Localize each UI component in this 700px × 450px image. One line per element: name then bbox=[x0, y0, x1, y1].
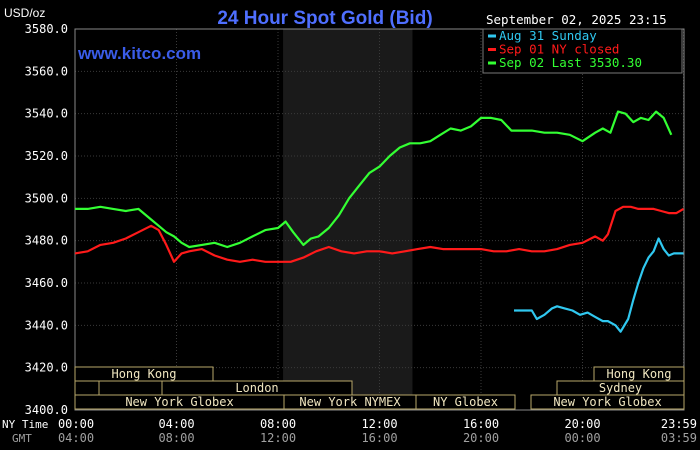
legend-label: Sep 02 Last 3530.30 bbox=[499, 55, 642, 70]
y-tick-label: 3500.0 bbox=[25, 191, 68, 205]
session-ny-globex-2-label: NY Globex bbox=[433, 395, 498, 409]
y-tick-label: 3480.0 bbox=[25, 234, 68, 248]
nymex-shaded-region bbox=[283, 29, 413, 410]
session-ny-nymex-label: New York NYMEX bbox=[299, 395, 401, 409]
legend-label: Aug 31 Sunday bbox=[499, 28, 597, 43]
session-hong-kong-2-label: Hong Kong bbox=[606, 367, 671, 381]
x-tick-label-gmt: 04:00 bbox=[58, 431, 94, 445]
plot-area bbox=[74, 28, 685, 411]
legend-box bbox=[482, 28, 683, 74]
ny-time-label: NY Time bbox=[2, 418, 48, 431]
y-tick-label: 3580.0 bbox=[25, 22, 68, 36]
x-tick-label-ny: 12:00 bbox=[361, 417, 397, 431]
x-tick-label-ny: 00:00 bbox=[58, 417, 94, 431]
series-line-3 bbox=[75, 110, 673, 249]
watermark: www.kitco.com bbox=[77, 44, 201, 63]
y-tick-label: 3440.0 bbox=[25, 318, 68, 332]
x-tick-label-ny: 20:00 bbox=[564, 417, 600, 431]
session-ny-globex-label: New York Globex bbox=[125, 395, 233, 409]
x-tick-label-gmt: 20:00 bbox=[463, 431, 499, 445]
x-tick-label-ny: 04:00 bbox=[158, 417, 194, 431]
x-tick-label-ny: 23:59 bbox=[661, 417, 697, 431]
x-tick-label-ny: 16:00 bbox=[463, 417, 499, 431]
axes: 3580.0 3560.0 3540.0 3520.0 3500.0 3480.0 3460… bbox=[25, 22, 697, 445]
x-tick-label-ny: 08:00 bbox=[260, 417, 296, 431]
plot-frame bbox=[74, 28, 685, 411]
y-tick-label: 3460.0 bbox=[25, 276, 68, 290]
session-ny-globex-2-box bbox=[415, 394, 516, 410]
y-tick-label: 3540.0 bbox=[25, 107, 68, 121]
session-london-label: London bbox=[235, 381, 278, 395]
session-hong-kong-label: Hong Kong bbox=[111, 367, 176, 381]
x-tick-label-gmt: 08:00 bbox=[158, 431, 194, 445]
session-sydney-tail-box bbox=[74, 380, 100, 396]
x-tick-label-gmt: 16:00 bbox=[361, 431, 397, 445]
x-tick-label-gmt: 12:00 bbox=[260, 431, 296, 445]
unit-label: USD/oz bbox=[4, 6, 45, 20]
legend-label: Sep 01 NY closed bbox=[499, 42, 619, 57]
y-tick-label: 3560.0 bbox=[25, 64, 68, 78]
timestamp: September 02, 2025 23:15 bbox=[486, 12, 667, 27]
series-line-1 bbox=[514, 237, 684, 333]
y-tick-label: 3520.0 bbox=[25, 149, 68, 163]
session-sydney-label: Sydney bbox=[599, 381, 642, 395]
session-ny-globex-3-label: New York Globex bbox=[553, 395, 661, 409]
y-tick-label: 3400.0 bbox=[25, 403, 68, 417]
chart-title: 24 Hour Spot Gold (Bid) bbox=[217, 8, 432, 29]
session-hong-kong-box bbox=[74, 366, 214, 382]
series-line-2 bbox=[74, 205, 685, 263]
gmt-label: GMT bbox=[12, 432, 32, 445]
x-tick-label-gmt: 00:00 bbox=[564, 431, 600, 445]
x-tick-label-gmt: 03:59 bbox=[661, 431, 697, 445]
y-tick-label: 3420.0 bbox=[25, 361, 68, 375]
session-ny-globex-3-box bbox=[530, 394, 685, 410]
